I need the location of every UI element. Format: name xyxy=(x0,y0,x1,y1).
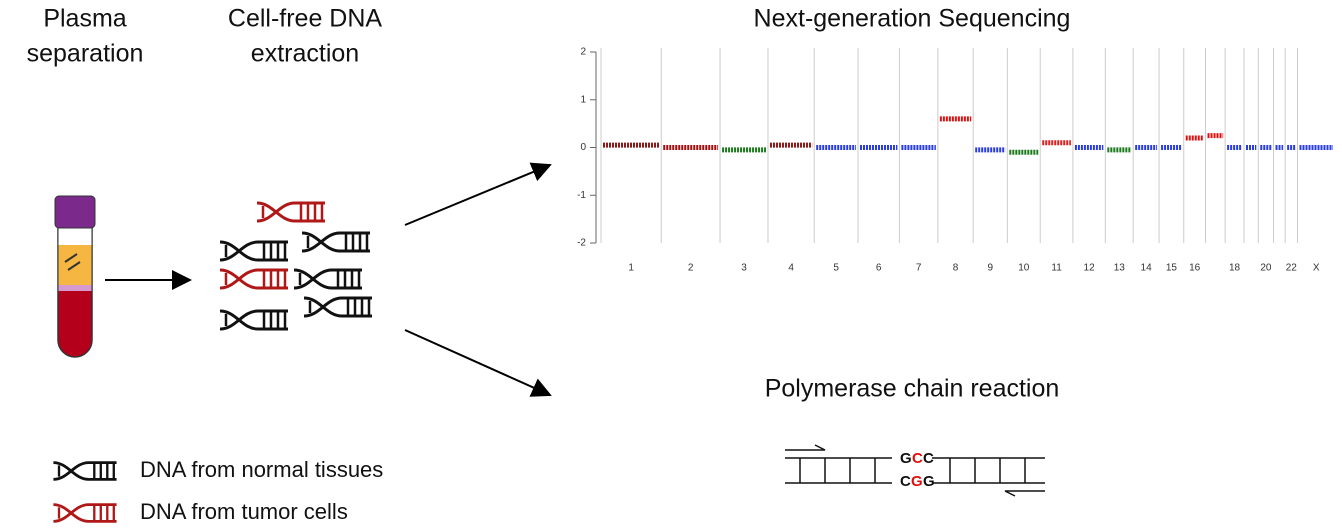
base: C xyxy=(900,473,911,490)
y-tick-label: 0 xyxy=(580,142,586,153)
x-tick-label: 11 xyxy=(1051,263,1062,274)
legend-text: DNA from tumor cells xyxy=(140,499,348,524)
y-tick-label: 1 xyxy=(580,94,586,105)
y-tick-label: -1 xyxy=(577,190,586,201)
y-tick-label: -2 xyxy=(577,238,586,249)
blood-tube xyxy=(54,195,96,358)
x-tick-label: 9 xyxy=(987,263,993,274)
x-tick-label: 20 xyxy=(1260,263,1272,274)
arrow xyxy=(404,162,552,226)
x-tick-label: 14 xyxy=(1141,263,1153,274)
x-tick-label: 7 xyxy=(916,263,922,274)
base: C xyxy=(923,450,934,467)
x-tick-label: 22 xyxy=(1286,263,1298,274)
x-tick-label: 13 xyxy=(1114,263,1126,274)
x-tick-label: 15 xyxy=(1166,263,1178,274)
pcr-diagram xyxy=(785,444,1045,497)
dna-cluster xyxy=(218,201,374,331)
x-tick-label: 4 xyxy=(788,263,794,274)
step-label: extraction xyxy=(251,40,359,68)
x-tick-label: X xyxy=(1313,263,1320,274)
arrow xyxy=(404,329,552,397)
step-label: Cell-free DNA xyxy=(228,5,383,33)
x-tick-label: 18 xyxy=(1229,263,1241,274)
base: G xyxy=(900,450,912,467)
x-tick-label: 5 xyxy=(833,263,839,274)
base: G xyxy=(923,473,935,490)
x-tick-label: 8 xyxy=(953,263,959,274)
x-tick-label: 3 xyxy=(741,263,747,274)
pcr-title: Polymerase chain reaction xyxy=(765,375,1060,403)
chart-title: Next-generation Sequencing xyxy=(754,5,1071,33)
base: G xyxy=(911,473,923,490)
x-tick-label: 12 xyxy=(1084,263,1096,274)
x-tick-label: 16 xyxy=(1189,263,1201,274)
x-tick-label: 6 xyxy=(876,263,882,274)
x-tick-label: 1 xyxy=(628,263,634,274)
legend-icon xyxy=(51,502,119,524)
x-tick-label: 10 xyxy=(1018,263,1030,274)
x-tick-label: 2 xyxy=(688,263,694,274)
step-label: Plasma xyxy=(43,5,126,33)
step-label: separation xyxy=(27,40,144,68)
y-tick-label: 2 xyxy=(580,47,586,58)
base: C xyxy=(912,450,923,467)
legend-icon xyxy=(51,460,119,482)
legend-text: DNA from normal tissues xyxy=(140,457,383,482)
